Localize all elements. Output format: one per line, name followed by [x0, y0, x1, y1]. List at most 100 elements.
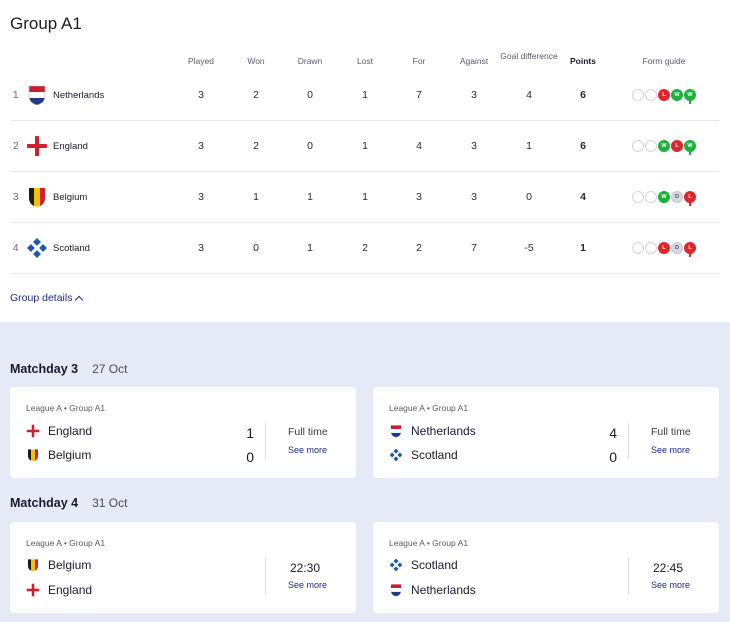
home-team-name: England: [48, 424, 93, 438]
form-result-w: W: [671, 89, 683, 101]
for-value: 4: [416, 140, 422, 152]
away-score: 0: [609, 449, 617, 465]
form-result-l: L: [684, 242, 696, 257]
header-won: Won: [247, 56, 265, 66]
matchday-date: 27 Oct: [92, 362, 128, 376]
for-value: 3: [416, 191, 422, 203]
matchday-label: Matchday 4: [10, 496, 79, 510]
netherlands-flag-icon: [390, 425, 402, 438]
home-team: Belgium: [26, 557, 91, 573]
home-score: 1: [246, 425, 254, 441]
home-team-name: Netherlands: [411, 424, 476, 438]
won-value: 2: [253, 140, 259, 152]
against-value: 7: [471, 242, 477, 254]
form-result-empty: [645, 140, 657, 152]
drawn-value: 0: [307, 89, 313, 101]
team-name[interactable]: England: [53, 140, 88, 152]
form-result-empty: [632, 140, 644, 152]
england-flag-icon: [26, 424, 40, 438]
england-flag-icon: [26, 583, 40, 597]
drawn-value: 0: [307, 140, 313, 152]
away-team-name: Scotland: [411, 448, 458, 462]
won-value: 0: [253, 242, 259, 254]
divider: [265, 423, 266, 459]
position: 3: [13, 191, 19, 203]
scotland-flag-icon: [27, 238, 47, 258]
group-title: Group A1: [10, 14, 82, 33]
form-result-l: L: [658, 242, 670, 254]
header-drawn: Drawn: [297, 56, 323, 66]
away-team: Scotland: [389, 447, 458, 463]
kickoff-time: 22:30: [290, 561, 321, 575]
form-result-w: W: [658, 140, 670, 152]
points-value: 6: [580, 89, 586, 101]
away-team: England: [26, 582, 92, 598]
points-value: 6: [580, 140, 586, 152]
team-name[interactable]: Belgium: [53, 191, 88, 203]
form-result-w: W: [658, 191, 670, 203]
match-status: Full time: [288, 426, 328, 438]
form-result-l: L: [671, 140, 683, 152]
lost-value: 1: [362, 140, 368, 152]
header-goal-difference: Goal difference: [500, 51, 558, 61]
competition-label: League A • Group A1: [26, 538, 106, 548]
form-result-empty: [632, 242, 644, 254]
points-value: 1: [580, 242, 586, 254]
drawn-value: 1: [307, 242, 313, 254]
against-value: 3: [471, 140, 477, 152]
standings-section: Group A1 Played Won Drawn Lost For Again…: [10, 14, 719, 304]
match-status: Full time: [651, 426, 691, 438]
away-team-name: Belgium: [48, 448, 92, 462]
belgium-flag-icon: [29, 188, 45, 207]
match-card[interactable]: League A • Group A1 Belgium England 22:3…: [10, 522, 356, 613]
chevron-up-icon: [75, 295, 84, 304]
header-for: For: [412, 56, 426, 66]
competition-label: League A • Group A1: [26, 403, 106, 413]
match-card[interactable]: League A • Group A1 Netherlands Scotland…: [373, 387, 719, 478]
position: 4: [13, 242, 19, 254]
matchday-label: Matchday 3: [10, 362, 79, 376]
kickoff-time: 22:45: [653, 561, 684, 575]
header-form-guide: Form guide: [642, 56, 686, 66]
for-value: 7: [416, 89, 422, 101]
divider: [265, 558, 266, 594]
form-result-empty: [645, 89, 657, 101]
match-card[interactable]: League A • Group A1 Scotland Netherlands…: [373, 522, 719, 613]
away-team-name: England: [48, 583, 93, 597]
see-more-link[interactable]: See more: [651, 445, 691, 455]
team-name[interactable]: Netherlands: [53, 89, 105, 101]
home-team-name: Belgium: [48, 558, 92, 572]
netherlands-flag-icon: [390, 584, 402, 597]
team-name[interactable]: Scotland: [53, 242, 90, 254]
away-team: Belgium: [26, 447, 91, 463]
matchday-date: 31 Oct: [92, 496, 128, 510]
away-team: Netherlands: [389, 582, 476, 598]
see-more-link[interactable]: See more: [651, 580, 691, 590]
match-card[interactable]: League A • Group A1 England Belgium 1 0 …: [10, 387, 356, 478]
form-result-empty: [645, 191, 657, 203]
form-result-w: W: [684, 140, 696, 155]
england-flag-icon: [27, 136, 47, 156]
scotland-flag-icon: [389, 558, 403, 572]
position: 2: [13, 140, 19, 152]
form-result-empty: [632, 89, 644, 101]
points-value: 4: [580, 191, 586, 203]
for-value: 2: [416, 242, 422, 254]
header-lost: Lost: [356, 56, 374, 66]
lost-value: 1: [362, 191, 368, 203]
divider: [628, 423, 629, 459]
group-details-label: Group details: [10, 292, 73, 304]
see-more-link[interactable]: See more: [288, 445, 328, 455]
header-against: Against: [459, 56, 489, 66]
form-result-l: L: [684, 191, 696, 206]
see-more-link[interactable]: See more: [288, 580, 328, 590]
group-details-toggle[interactable]: Group details: [10, 292, 84, 304]
form-result-empty: [645, 242, 657, 254]
matchday-header: Matchday 3 27 Oct: [10, 362, 127, 376]
